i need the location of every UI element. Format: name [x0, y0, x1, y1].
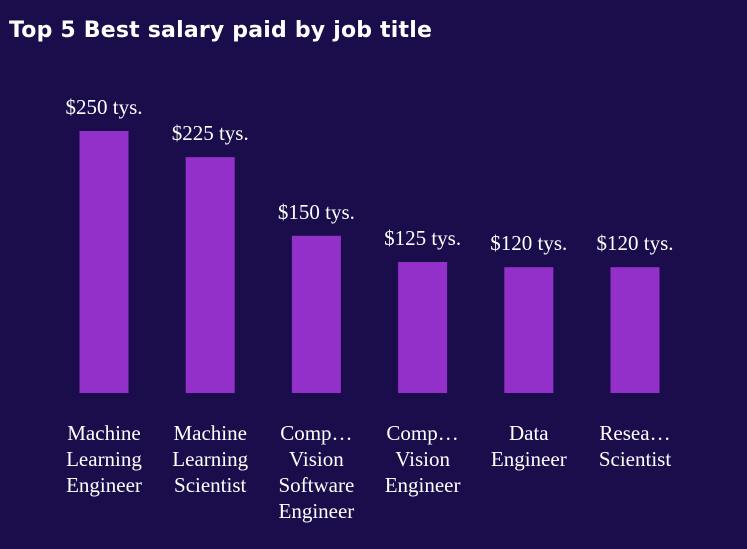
bar-value-label: $225 tys.: [172, 121, 249, 145]
category-label-line: Scientist: [599, 447, 671, 471]
category-label-line: Vision: [395, 447, 450, 471]
category-label-line: Learning: [66, 447, 142, 471]
category-label: Machine Learning Scientist: [172, 421, 248, 497]
category-label: Data Engineer: [491, 421, 567, 471]
category-label-line: Engineer: [279, 499, 355, 523]
category-label-line: Learning: [172, 447, 248, 471]
category-label-line: Machine: [173, 421, 246, 445]
category-label: Machine Learning Engineer: [66, 421, 142, 497]
category-label-line: Data: [509, 421, 549, 445]
category-label-line: Engineer: [385, 473, 461, 497]
category-label-line: Comp…: [386, 421, 458, 445]
bar[interactable]: [79, 131, 129, 393]
bar-value-label: $120 tys.: [490, 231, 567, 255]
bar[interactable]: [291, 235, 341, 393]
category-label-line: Comp…: [280, 421, 352, 445]
category-label: Comp… Vision Engineer: [385, 421, 461, 497]
category-label-line: Resea…: [599, 421, 670, 445]
category-label-line: Engineer: [491, 447, 567, 471]
bar[interactable]: [504, 267, 554, 393]
bar-value-label: $125 tys.: [384, 226, 461, 250]
bar-value-label: $120 tys.: [596, 231, 673, 255]
category-label-line: Scientist: [174, 473, 246, 497]
bar[interactable]: [398, 262, 448, 393]
bar-value-label: $150 tys.: [278, 200, 355, 224]
category-label: Resea… Scientist: [599, 421, 671, 471]
chart-title: Top 5 Best salary paid by job title: [9, 18, 433, 43]
category-label-line: Vision: [289, 447, 344, 471]
bar[interactable]: [185, 157, 235, 393]
bar[interactable]: [610, 267, 660, 393]
category-label: Comp… Vision Software Engineer: [278, 421, 354, 523]
bar-value-label: $250 tys.: [65, 95, 142, 119]
category-label-line: Software: [278, 473, 354, 497]
category-label-line: Engineer: [66, 473, 142, 497]
category-label-line: Machine: [67, 421, 140, 445]
